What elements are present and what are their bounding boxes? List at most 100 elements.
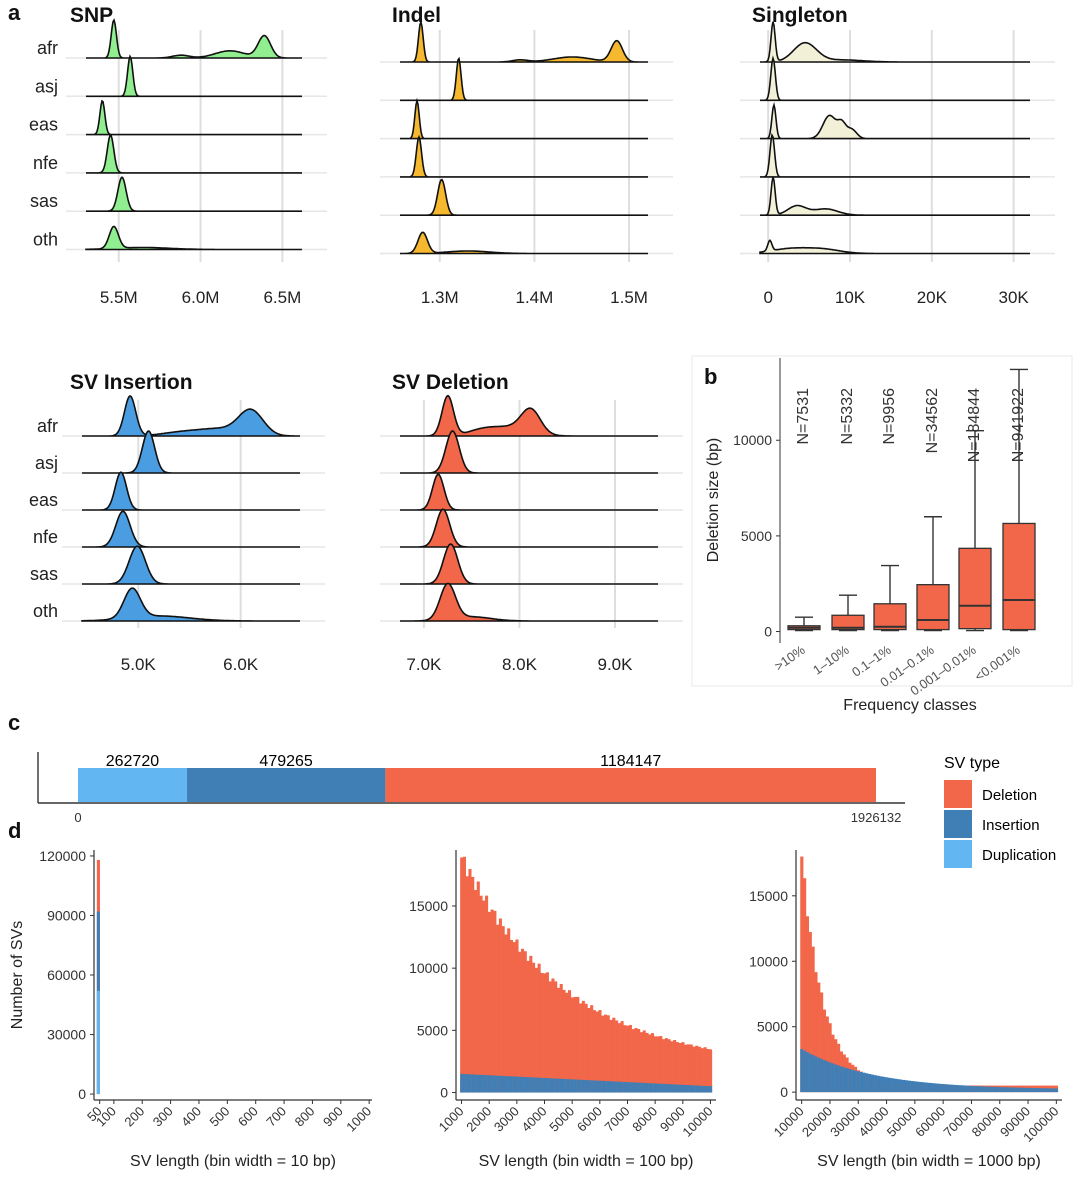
bar-deletion	[485, 895, 489, 1093]
density-snp-sas	[86, 176, 302, 212]
bar-insertion	[662, 1083, 666, 1093]
segment-duplication	[78, 768, 187, 802]
bar-deletion	[545, 972, 549, 1093]
bar-insertion	[700, 1085, 704, 1093]
bar-deletion	[548, 981, 552, 1093]
x-tick-label: 1.3M	[421, 288, 459, 307]
bar-insertion	[890, 1078, 894, 1093]
box-0-01-0-1	[916, 584, 950, 631]
bar-deletion	[490, 909, 494, 1093]
y-tick-label: 5000	[741, 528, 772, 544]
density-sv-deletion-oth	[400, 582, 658, 622]
bar-insertion	[876, 1075, 880, 1093]
legend-label-insertion: Insertion	[982, 817, 1040, 834]
bar-insertion	[933, 1083, 937, 1093]
bar-insertion	[879, 1076, 883, 1093]
bar-insertion	[1003, 1087, 1008, 1093]
bar-deletion	[606, 1015, 610, 1093]
bar-insertion	[509, 1076, 514, 1093]
x-tick-label: 700	[263, 1104, 289, 1130]
density-sv-deletion-sas	[400, 543, 658, 585]
bar-insertion	[551, 1078, 555, 1093]
row-label-asj: asj	[35, 453, 58, 473]
density-singleton-asj	[760, 55, 1030, 102]
axis-label-end: 1926132	[851, 810, 902, 825]
bar-insertion	[587, 1080, 591, 1093]
bar-deletion	[670, 1041, 674, 1093]
bar-deletion	[504, 934, 508, 1093]
x-tick-label: 600	[235, 1104, 261, 1130]
bar-insertion	[984, 1086, 988, 1093]
bar-insertion	[1015, 1087, 1019, 1093]
bar-insertion	[817, 1057, 821, 1093]
bar-deletion	[556, 987, 561, 1093]
x-tick-label: 1000	[343, 1104, 374, 1135]
indel-title: Indel	[392, 4, 441, 27]
bar-insertion	[885, 1077, 889, 1093]
sv-type-stacked-bar: 262720 479265 1184147 0 1926132	[37, 752, 905, 825]
bar-insertion	[1049, 1088, 1053, 1093]
segment-label-insertion: 479265	[259, 753, 312, 770]
bar-deletion	[521, 948, 525, 1093]
bar-deletion	[537, 963, 541, 1093]
bar-deletion	[568, 990, 572, 1093]
x-category-label: <0.001%	[972, 642, 1023, 684]
x-tick-label: 9.0K	[598, 655, 634, 674]
y-tick-label: 5000	[417, 1022, 448, 1038]
bar-insertion	[673, 1084, 677, 1093]
bar-deletion	[692, 1046, 696, 1093]
bar-insertion	[703, 1085, 707, 1093]
bar-deletion	[592, 1010, 596, 1093]
bar-insertion	[504, 1076, 508, 1093]
density-snp-afr	[86, 18, 302, 59]
density-sv-insertion-nfe	[82, 510, 300, 548]
y-tick-label: 10000	[749, 953, 788, 969]
x-tick-label: 4000	[519, 1104, 550, 1135]
bar-deletion	[617, 1023, 621, 1093]
bar-insertion	[950, 1084, 954, 1093]
bar-insertion	[800, 1048, 804, 1093]
bar-insertion	[540, 1077, 544, 1093]
bar-insertion	[964, 1085, 968, 1093]
bar-deletion	[462, 856, 466, 1093]
legend-label-deletion: Deletion	[982, 787, 1037, 804]
bar-deletion	[678, 1042, 682, 1093]
x-tick-label: 50000	[884, 1104, 920, 1140]
bar-insertion	[910, 1081, 914, 1093]
bar-insertion	[953, 1084, 957, 1093]
bar-insertion	[916, 1081, 920, 1093]
bar-insertion	[462, 1074, 466, 1093]
bar-insertion	[814, 1056, 818, 1093]
bar-deletion	[820, 992, 824, 1093]
x-tick-label: 20000	[799, 1104, 835, 1140]
y-tick-label: 90000	[47, 907, 86, 923]
bar-insertion	[603, 1080, 608, 1093]
bar-deletion	[814, 972, 818, 1093]
n-label: N=9956	[881, 388, 898, 445]
bar-insertion	[637, 1082, 641, 1093]
bar-deletion	[681, 1042, 685, 1093]
density-snp-eas	[86, 99, 302, 136]
bar-deletion	[468, 868, 472, 1093]
singleton-title: Singleton	[752, 4, 848, 27]
bar-insertion	[623, 1081, 627, 1093]
bar-insertion	[465, 1074, 469, 1093]
bar-deletion	[651, 1033, 655, 1093]
x-tick-label: 200	[121, 1104, 147, 1130]
bar-insertion	[868, 1073, 872, 1093]
y-tick-label: 0	[78, 1086, 86, 1102]
bar-insertion	[972, 1085, 976, 1093]
bar-insertion	[565, 1079, 569, 1093]
x-tick-label: 6.5M	[263, 288, 301, 307]
bar-insertion	[678, 1084, 682, 1093]
bar-insertion	[518, 1076, 522, 1093]
bar-insertion	[532, 1077, 536, 1093]
panel-label-d: d	[8, 818, 21, 843]
bar-insertion	[642, 1082, 646, 1093]
density-indel-eas	[400, 97, 648, 140]
bar-deletion	[565, 992, 569, 1093]
bar-insertion	[507, 1076, 511, 1093]
bar-insertion	[651, 1083, 655, 1093]
bar-insertion	[601, 1080, 605, 1093]
